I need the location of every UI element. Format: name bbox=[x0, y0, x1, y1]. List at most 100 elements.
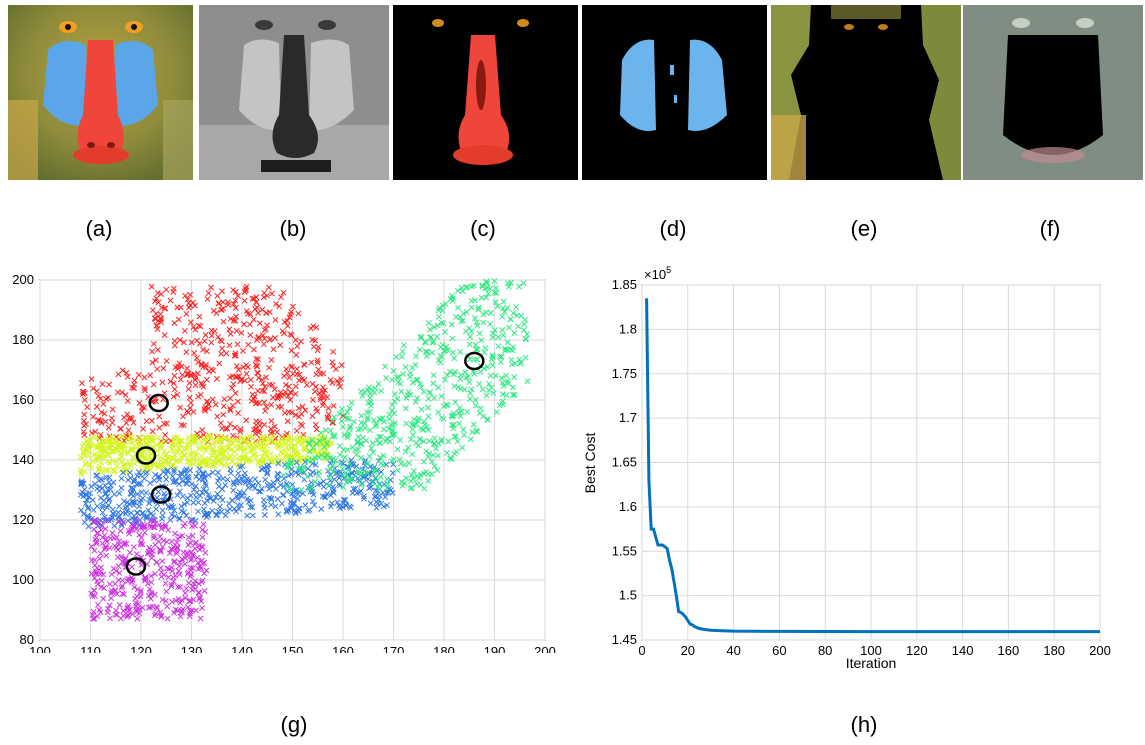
scatter-point bbox=[195, 322, 202, 329]
scatter-point bbox=[195, 590, 202, 597]
scatter-point bbox=[355, 467, 361, 474]
x-tick-label: 140 bbox=[952, 643, 974, 658]
scatter-point bbox=[152, 610, 159, 617]
scatter-point bbox=[227, 407, 234, 414]
scatter-point bbox=[232, 288, 239, 295]
scatter-point bbox=[390, 367, 397, 374]
scatter-point bbox=[262, 476, 269, 483]
scatter-point bbox=[80, 417, 87, 424]
scatter-point bbox=[346, 405, 353, 412]
scatter-point bbox=[457, 413, 464, 419]
scatter-point bbox=[162, 580, 169, 587]
scatter-point bbox=[256, 488, 262, 495]
scatter-point bbox=[324, 414, 331, 421]
scatter-point bbox=[198, 453, 205, 460]
scatter-point bbox=[473, 346, 480, 353]
scatter-point bbox=[439, 341, 446, 348]
scatter-point bbox=[176, 481, 182, 487]
scatter-point bbox=[457, 313, 464, 320]
scatter-point bbox=[168, 564, 175, 571]
scatter-point bbox=[339, 466, 346, 473]
scatter-point bbox=[232, 350, 239, 357]
scatter-point bbox=[89, 611, 96, 618]
scatter-point bbox=[114, 389, 121, 396]
scatter-point bbox=[268, 417, 275, 424]
scatter-point bbox=[221, 396, 228, 403]
scatter-point bbox=[141, 374, 148, 381]
scatter-point bbox=[183, 466, 190, 473]
scatter-point bbox=[336, 443, 343, 449]
scatter-point bbox=[119, 433, 125, 440]
scatter-point bbox=[434, 333, 441, 340]
scatter-point bbox=[490, 390, 497, 397]
scatter-point bbox=[344, 446, 351, 453]
scatter-point bbox=[194, 337, 200, 344]
scatter-point bbox=[280, 472, 287, 479]
scatter-point bbox=[308, 436, 315, 443]
scatter-point bbox=[102, 490, 109, 497]
scatter-point bbox=[192, 433, 199, 440]
scatter-point bbox=[232, 374, 239, 381]
scatter-point bbox=[220, 299, 226, 306]
scatter-point bbox=[164, 460, 171, 467]
scatter-point bbox=[161, 332, 168, 339]
scatter-point bbox=[274, 453, 281, 460]
scatter-point bbox=[113, 463, 120, 470]
scatter-point bbox=[158, 569, 165, 576]
scatter-point bbox=[403, 475, 410, 482]
scatter-point bbox=[163, 476, 170, 483]
scatter-point bbox=[288, 308, 295, 315]
scatter-point bbox=[251, 295, 258, 302]
scatter-point bbox=[454, 287, 461, 294]
scatter-point bbox=[455, 409, 462, 416]
scatter-point bbox=[325, 416, 332, 423]
scatter-point bbox=[325, 411, 332, 418]
scatter-point bbox=[144, 580, 151, 587]
scatter-point bbox=[426, 450, 433, 457]
scatter-point bbox=[247, 477, 253, 483]
scatter-point bbox=[438, 436, 445, 443]
scatter-point bbox=[212, 494, 219, 501]
scatter-point bbox=[120, 557, 127, 564]
scatter-point bbox=[294, 451, 301, 458]
scatter-point bbox=[275, 393, 282, 400]
scatter-point bbox=[424, 348, 431, 355]
scatter-point bbox=[231, 481, 237, 488]
scatter-point bbox=[444, 402, 451, 409]
scatter-point bbox=[293, 351, 300, 358]
scatter-point bbox=[168, 583, 175, 590]
scatter-point bbox=[478, 337, 485, 344]
scatter-point bbox=[124, 449, 131, 456]
scatter-point bbox=[227, 452, 233, 459]
scatter-point bbox=[147, 546, 154, 553]
scatter-point bbox=[288, 347, 295, 354]
scatter-point bbox=[177, 376, 184, 383]
scatter-point bbox=[511, 374, 518, 381]
scatter-point bbox=[104, 504, 111, 511]
scatter-point bbox=[147, 522, 154, 529]
scatter-point bbox=[85, 504, 92, 511]
scatter-point bbox=[266, 485, 273, 492]
scatter-point bbox=[236, 445, 243, 452]
scatter-point bbox=[376, 440, 383, 446]
scatter-point bbox=[152, 541, 159, 548]
scatter-point bbox=[336, 502, 342, 509]
scatter-point bbox=[100, 585, 107, 591]
scatter-point bbox=[185, 474, 192, 481]
scatter-point bbox=[272, 300, 279, 307]
scatter-point bbox=[160, 537, 167, 544]
scatter-point bbox=[183, 310, 190, 317]
scatter-point bbox=[177, 613, 184, 620]
scatter-point bbox=[150, 534, 157, 541]
scatter-point bbox=[309, 498, 316, 505]
panel-c-red-cluster-mask bbox=[393, 5, 578, 180]
scatter-point bbox=[181, 452, 188, 459]
scatter-point bbox=[259, 332, 266, 339]
scatter-point bbox=[360, 495, 367, 502]
scatter-point bbox=[101, 410, 108, 417]
scatter-point bbox=[200, 476, 206, 483]
scatter-point bbox=[200, 486, 207, 493]
scatter-point bbox=[311, 388, 318, 395]
scatter-point bbox=[431, 463, 438, 470]
y-tick-label: 100 bbox=[12, 572, 34, 587]
